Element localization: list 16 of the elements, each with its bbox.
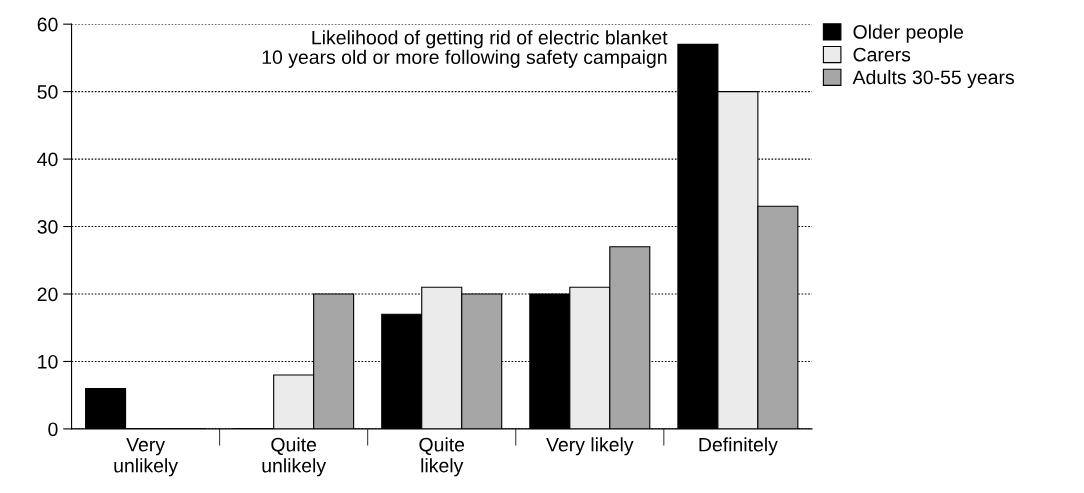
y-tick-label: 30: [37, 220, 58, 234]
x-tick-label: Definitely: [699, 437, 778, 456]
y-tick-label: 20: [37, 287, 58, 302]
y-tick-label: 60: [37, 17, 58, 32]
y-tick-label: 10: [38, 354, 58, 369]
x-tick-label: Very likely: [546, 437, 634, 456]
x-tick-label: Quite unlikely: [262, 437, 327, 477]
legend-label: Adults 30-55 years: [852, 69, 1014, 89]
x-tick-label: Very unlikely: [114, 437, 178, 477]
y-tick-label: 50: [37, 85, 58, 99]
y-tick-label: 40: [37, 152, 58, 167]
y-tick-label: 0: [48, 422, 58, 437]
x-tick-label: Quite likely: [419, 437, 465, 477]
text: Likelihood of getting rid of electric blanket 10 years old or more following safety campaign: [262, 30, 668, 68]
legend-label: Older people: [853, 24, 964, 43]
legend-label: Carers: [853, 47, 911, 62]
